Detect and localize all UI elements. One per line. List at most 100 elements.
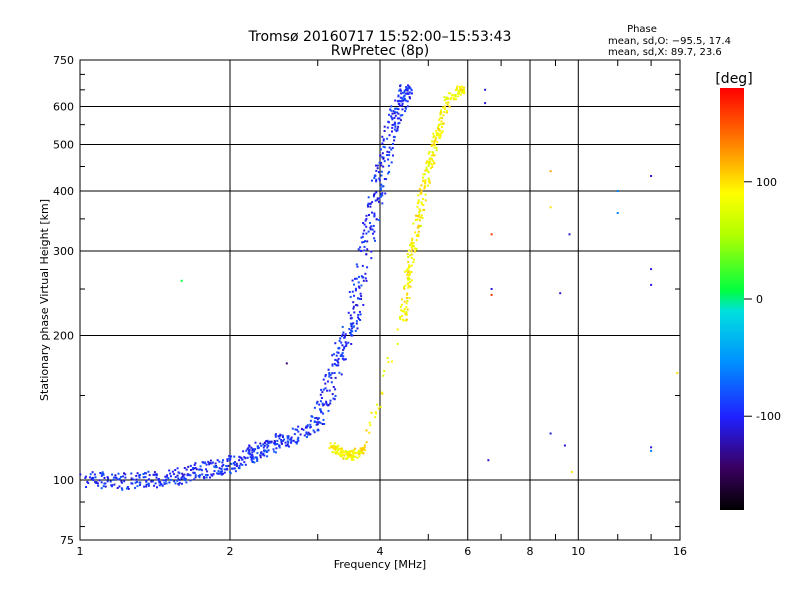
data-point-x (409, 273, 411, 276)
data-point-o (334, 388, 337, 391)
data-point-o (342, 348, 345, 351)
data-point-o (399, 85, 402, 88)
data-point-x (333, 442, 336, 445)
data-point-o (94, 476, 97, 479)
data-point-o (408, 91, 411, 94)
data-point-o (135, 480, 138, 483)
data-point-o (390, 148, 393, 151)
data-point-o (193, 467, 196, 470)
data-point-x (409, 254, 412, 257)
data-point-x (401, 298, 404, 301)
data-point-x (433, 146, 436, 149)
data-point-o (379, 188, 382, 191)
data-point-o (296, 438, 299, 441)
data-point-o (382, 165, 385, 168)
data-point-x (355, 451, 358, 454)
data-point-x (337, 453, 340, 456)
data-point-o (354, 287, 357, 290)
data-point-o (363, 223, 366, 226)
data-point-o (320, 397, 323, 399)
data-point-o (370, 257, 373, 260)
data-point-o (216, 472, 219, 475)
data-point-x (418, 213, 421, 216)
data-point-o (180, 482, 183, 485)
y-tick-label: 100 (53, 474, 74, 487)
data-point-x (370, 411, 373, 414)
data-point-o (290, 436, 293, 439)
data-point-x (457, 95, 460, 98)
data-point-o (382, 156, 385, 159)
data-point-o (394, 125, 397, 128)
isolated-point (650, 268, 653, 271)
data-point-o (317, 417, 320, 420)
data-point-x (407, 271, 409, 274)
data-point-x (407, 277, 410, 280)
data-point-o (230, 462, 233, 465)
data-point-o (336, 351, 339, 354)
phase-box-title: Phase (627, 24, 657, 35)
data-point-o (142, 473, 145, 475)
data-point-o (126, 486, 129, 488)
data-point-o (112, 476, 115, 479)
data-point-x (343, 451, 346, 454)
data-point-o (201, 469, 203, 472)
data-point-o (388, 151, 391, 154)
data-point-x (357, 451, 359, 454)
data-point-o (250, 454, 253, 457)
data-point-o (370, 250, 373, 253)
data-point-o (294, 441, 297, 444)
data-point-x (423, 173, 426, 176)
data-point-o (378, 179, 381, 182)
data-point-o (184, 478, 187, 481)
data-point-o (136, 485, 139, 488)
data-point-x (358, 452, 361, 455)
data-point-x (423, 187, 426, 190)
data-point-o (405, 92, 408, 95)
data-point-x (459, 87, 462, 90)
data-point-o (219, 471, 222, 474)
data-point-o (388, 113, 390, 116)
data-point-o (169, 478, 172, 481)
data-point-o (245, 449, 248, 452)
data-point-o (367, 202, 370, 205)
data-point-o (274, 442, 277, 445)
data-point-o (274, 451, 277, 454)
data-point-o (365, 232, 368, 235)
data-point-o (410, 89, 413, 92)
data-point-o (249, 456, 252, 458)
data-point-o (345, 343, 348, 345)
data-point-o (165, 482, 168, 485)
data-point-o (102, 473, 105, 476)
data-point-x (410, 250, 413, 253)
data-point-o (402, 91, 404, 94)
data-point-x (403, 287, 406, 290)
data-point-o (154, 482, 157, 485)
data-point-x (334, 448, 337, 451)
data-point-x (363, 448, 365, 450)
data-point-o (400, 100, 403, 102)
data-point-o (178, 472, 181, 475)
isolated-point (549, 170, 552, 173)
data-point-x (375, 412, 378, 415)
data-point-o (355, 322, 358, 325)
data-point-x (437, 128, 440, 131)
data-point-o (358, 297, 361, 300)
data-point-o (343, 336, 346, 339)
data-point-o (390, 161, 393, 164)
data-point-o (391, 118, 394, 121)
data-point-x (431, 166, 434, 169)
data-point-x (427, 184, 430, 187)
data-point-x (432, 152, 435, 155)
data-point-o (267, 444, 270, 447)
data-point-x (403, 300, 406, 303)
data-point-o (376, 167, 379, 170)
data-point-o (364, 240, 366, 243)
data-point-o (395, 107, 398, 110)
data-point-o (256, 445, 259, 448)
data-point-o (143, 485, 146, 488)
x-tick-label: 4 (377, 545, 384, 558)
data-point-o (341, 351, 344, 354)
data-point-o (358, 310, 361, 313)
data-point-x (352, 455, 355, 458)
data-point-x (365, 429, 368, 432)
